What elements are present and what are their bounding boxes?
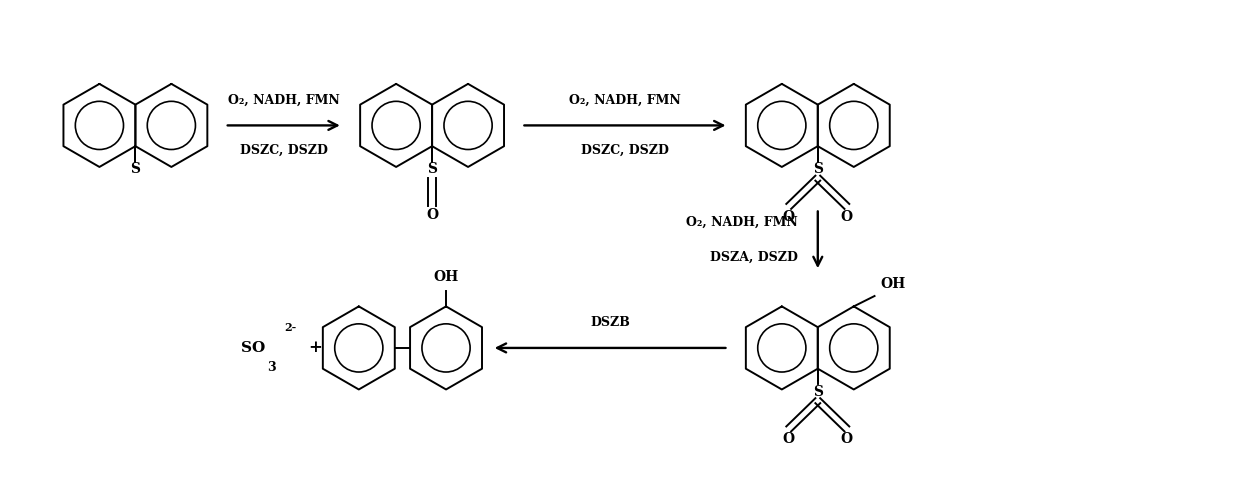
Text: DSZC, DSZD: DSZC, DSZD (240, 144, 327, 157)
Text: +: + (309, 339, 322, 356)
Text: O₂, NADH, FMN: O₂, NADH, FMN (686, 216, 798, 228)
Text: S: S (813, 385, 823, 399)
Text: O: O (841, 210, 852, 224)
Text: S: S (813, 162, 823, 176)
Text: O: O (841, 432, 852, 447)
Text: 3: 3 (268, 361, 276, 374)
Text: OH: OH (881, 277, 906, 290)
Text: DSZC, DSZD: DSZC, DSZD (581, 144, 669, 157)
Text: S: S (427, 162, 437, 176)
Text: DSZB: DSZB (590, 316, 631, 329)
Text: SO: SO (242, 341, 265, 355)
Text: O: O (783, 210, 794, 224)
Text: O: O (426, 208, 439, 222)
Text: OH: OH (434, 270, 458, 284)
Text: DSZA, DSZD: DSZA, DSZD (710, 251, 798, 264)
Text: 2-: 2- (285, 322, 296, 333)
Text: O: O (783, 432, 794, 447)
Text: O₂, NADH, FMN: O₂, NADH, FMN (569, 94, 680, 107)
Text: S: S (130, 162, 140, 176)
Text: O₂, NADH, FMN: O₂, NADH, FMN (228, 94, 339, 107)
